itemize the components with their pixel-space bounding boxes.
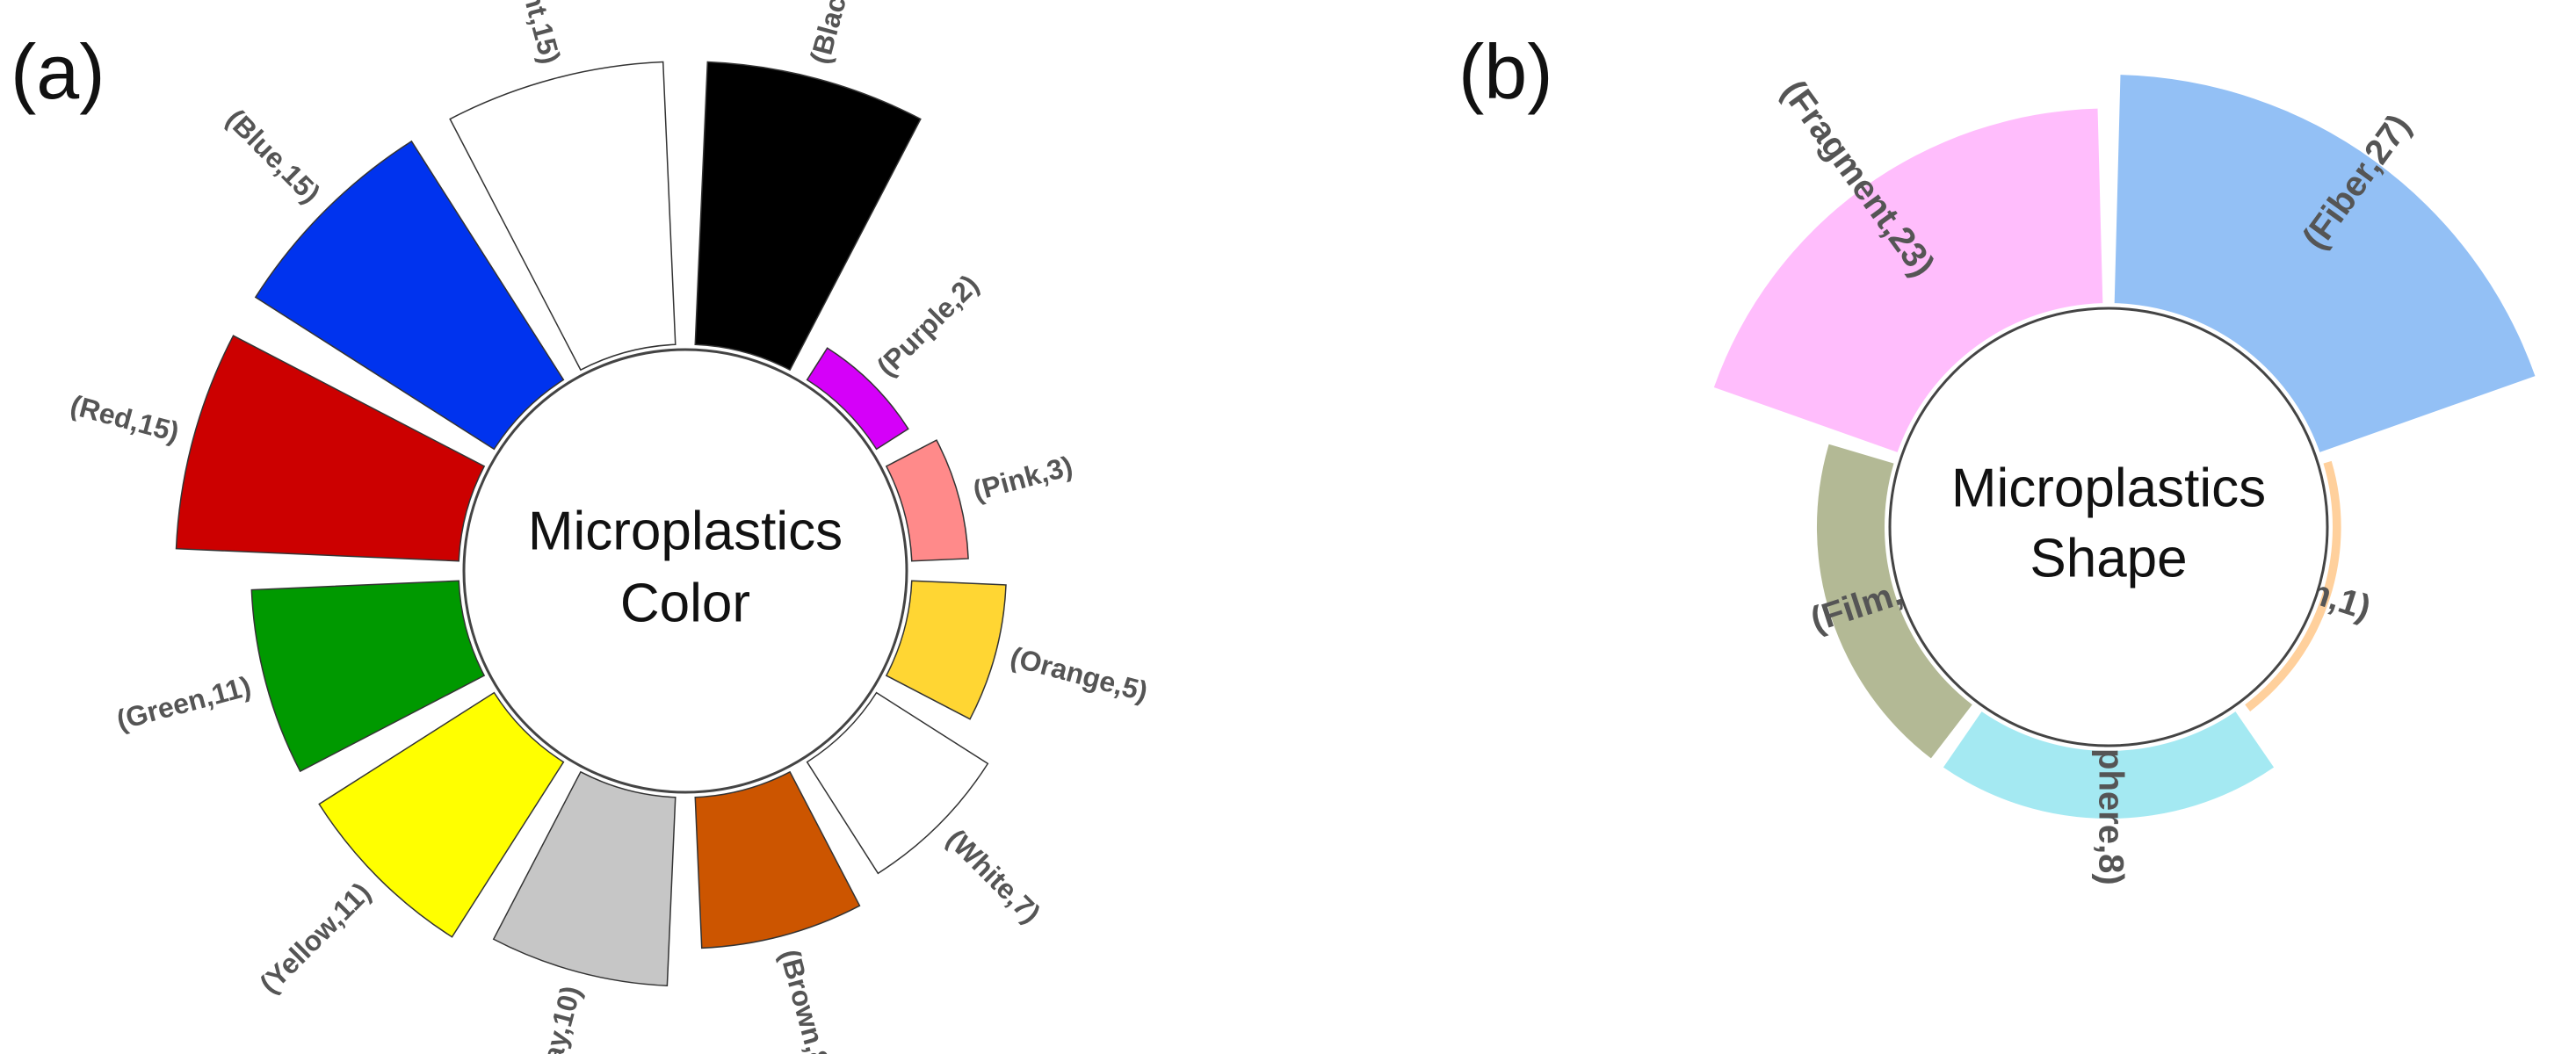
color-label-transparent: (Transparent,15): [480, 0, 567, 67]
color-radial-chart: (Black,15) (Purple,2) (Pink,3) (Orange,5) (W…: [67, 0, 1151, 1054]
shape-bar-fiber: [2114, 75, 2536, 452]
color-label-red: (Red,15): [67, 389, 182, 448]
color-label-black: (Black,15): [804, 0, 869, 67]
color-center-line-1: Microplastics: [528, 501, 843, 561]
color-bar-pink: [885, 439, 969, 562]
color-center-circle: [462, 348, 908, 794]
panel-b-letter: (b): [1458, 28, 1553, 115]
color-label-orange: (Orange,5): [1007, 640, 1151, 707]
color-label-blue: (Blue,15): [221, 103, 327, 209]
color-bar-orange: [885, 580, 1007, 720]
panel-a-letter: (a): [11, 28, 105, 115]
shape-center-line-2: Shape: [2030, 528, 2187, 588]
color-label-white: (White,7): [940, 823, 1046, 929]
color-bar-transparent: [449, 61, 677, 372]
shape-center-circle: [1888, 307, 2329, 747]
color-label-pink: (Pink,3): [969, 450, 1075, 507]
shape-radial-chart: (Fiber,27)(Foam,1)(Sphere,8)(Film,8)(Fra…: [1713, 73, 2536, 885]
shape-center-line-1: Microplastics: [1951, 458, 2266, 518]
color-label-purple: (Purple,2): [871, 269, 985, 383]
color-bar-red: [175, 335, 486, 562]
color-label-gray: (Gray,10): [525, 983, 587, 1054]
color-bar-gray: [492, 770, 677, 987]
color-label-yellow: (Yellow,11): [253, 877, 376, 1000]
color-bar-yellow: [318, 691, 565, 938]
color-bar-purple: [806, 347, 909, 451]
color-bar-brown: [694, 770, 861, 949]
color-bar-blue: [254, 140, 565, 451]
color-label-green: (Green,11): [113, 670, 254, 736]
shape-bar-foam: [2245, 460, 2341, 711]
color-bar-black: [694, 61, 922, 372]
color-label-brown: (Brown,8): [774, 946, 838, 1054]
color-bar-green: [250, 580, 486, 773]
color-bar-white: [806, 691, 989, 875]
color-center-line-2: Color: [620, 573, 750, 633]
shape-bar-sphere: [1943, 711, 2275, 819]
shape-bar-film: [1816, 444, 1972, 759]
shape-bar-fragment: [1713, 108, 2103, 452]
